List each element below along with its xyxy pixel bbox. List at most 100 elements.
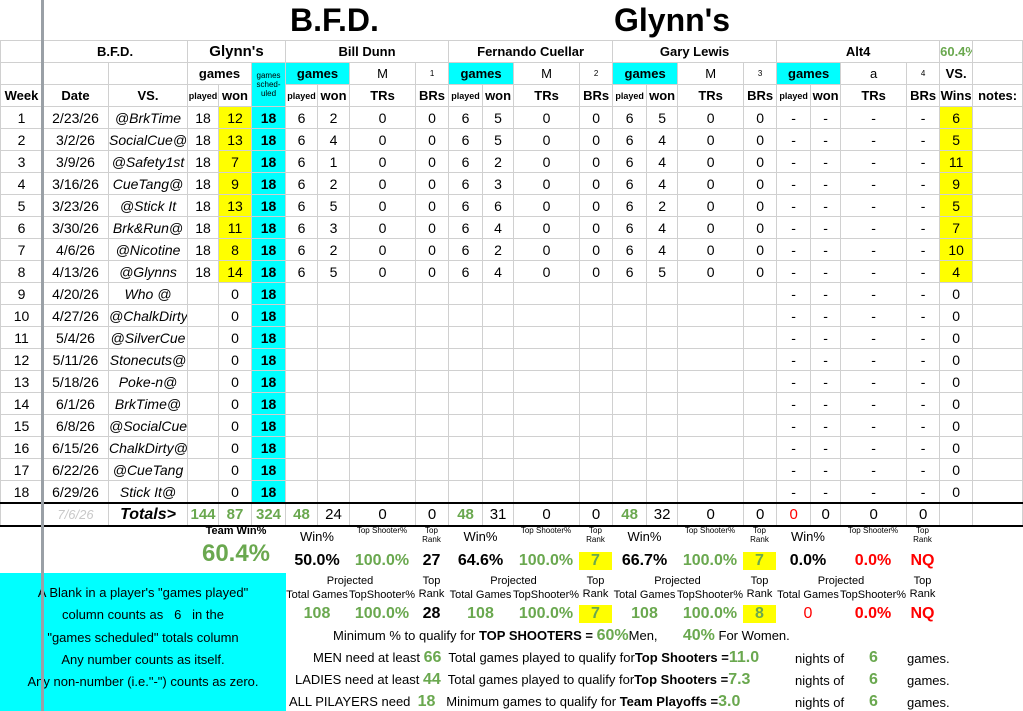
player-cell[interactable]: - (906, 414, 941, 437)
player-cell[interactable] (448, 392, 484, 415)
player-cell[interactable]: 0 (513, 194, 581, 217)
player-cell[interactable]: 6 (448, 172, 484, 195)
player-cell[interactable] (482, 480, 515, 504)
player-cell[interactable]: - (776, 370, 812, 393)
player-cell[interactable]: - (776, 150, 812, 173)
notes-cell[interactable] (972, 150, 1023, 173)
played-cell[interactable] (187, 348, 219, 371)
won-cell[interactable]: 14 (218, 260, 252, 283)
date-header[interactable]: Date (42, 84, 109, 107)
player-cell[interactable] (349, 282, 417, 305)
player-cell[interactable] (349, 326, 417, 349)
player-cell[interactable]: - (840, 304, 908, 327)
player-cell[interactable]: - (906, 150, 941, 173)
team-name-header[interactable]: B.F.D. (42, 40, 188, 63)
player-cell[interactable] (612, 370, 648, 393)
player-cell[interactable]: - (810, 260, 842, 283)
player-cell[interactable]: - (906, 348, 941, 371)
player-cell[interactable] (285, 348, 319, 371)
opponent-cell[interactable]: SocialCue@ (108, 128, 188, 151)
week-cell[interactable]: 1 (0, 106, 43, 129)
player-cell[interactable]: - (810, 348, 842, 371)
player-cell[interactable] (677, 348, 745, 371)
player-cell[interactable]: - (810, 458, 842, 481)
opponent-cell[interactable]: Stonecuts@ (108, 348, 188, 371)
player-cell[interactable] (612, 480, 648, 504)
player-cell[interactable] (317, 326, 351, 349)
player-cell[interactable] (743, 458, 778, 481)
played-cell[interactable]: 18 (187, 194, 219, 217)
sched-cell[interactable]: 18 (250, 414, 287, 437)
player-cell[interactable]: - (810, 106, 842, 129)
opponent-cell[interactable]: @Stick It (108, 194, 188, 217)
totals-label[interactable]: Totals> (108, 502, 188, 527)
player-cell[interactable] (513, 370, 581, 393)
player-cell[interactable] (317, 282, 351, 305)
opponent-cell[interactable]: ChalkDirty@ (108, 436, 188, 459)
player-cell[interactable]: 6 (612, 150, 648, 173)
player-cell[interactable] (513, 304, 581, 327)
player-cell[interactable] (743, 392, 778, 415)
player-cell[interactable]: 0 (415, 150, 450, 173)
notes-cell[interactable] (972, 326, 1023, 349)
player-cell[interactable] (579, 370, 614, 393)
played-cell[interactable] (187, 414, 219, 437)
player-cell[interactable] (482, 326, 515, 349)
player-cell[interactable] (285, 436, 319, 459)
player-cell[interactable] (743, 414, 778, 437)
player-cell[interactable] (677, 458, 745, 481)
player-cell[interactable]: 0 (579, 216, 614, 239)
player-cell[interactable]: 0 (677, 150, 745, 173)
p4-games-label[interactable]: games (776, 62, 842, 85)
player-cell[interactable] (349, 348, 417, 371)
won-cell[interactable]: 0 (218, 326, 252, 349)
notes-cell[interactable] (972, 436, 1023, 459)
opponent-cell[interactable]: @BrkTime (108, 106, 188, 129)
wins-cell[interactable]: 0 (939, 480, 974, 504)
player-cell[interactable] (415, 414, 450, 437)
week-cell[interactable]: 6 (0, 216, 43, 239)
player-cell[interactable]: 6 (285, 128, 319, 151)
player-cell[interactable]: - (776, 282, 812, 305)
player-cell[interactable]: - (810, 436, 842, 459)
played-cell[interactable] (187, 458, 219, 481)
vs-header[interactable]: VS. (108, 84, 188, 107)
date-cell[interactable]: 4/27/26 (42, 304, 109, 327)
player-cell[interactable]: 5 (317, 194, 351, 217)
player-cell[interactable]: - (906, 238, 941, 261)
date-cell[interactable]: 6/8/26 (42, 414, 109, 437)
sched-cell[interactable]: 18 (250, 282, 287, 305)
player-cell[interactable] (513, 480, 581, 504)
played-cell[interactable] (187, 282, 219, 305)
opponent-cell[interactable]: Poke-n@ (108, 370, 188, 393)
p1-games-label[interactable]: games (285, 62, 351, 85)
player-cell[interactable] (646, 458, 679, 481)
player-cell[interactable] (482, 282, 515, 305)
player-cell[interactable] (646, 436, 679, 459)
played-cell[interactable] (187, 304, 219, 327)
player-cell[interactable]: 0 (677, 194, 745, 217)
sched-cell[interactable]: 18 (250, 150, 287, 173)
player-cell[interactable]: - (776, 326, 812, 349)
player-cell[interactable]: - (810, 480, 842, 504)
won-cell[interactable]: 0 (218, 392, 252, 415)
won-cell[interactable]: 0 (218, 348, 252, 371)
player-cell[interactable] (317, 414, 351, 437)
player-cell[interactable]: 6 (612, 172, 648, 195)
player-cell[interactable]: - (840, 370, 908, 393)
player-cell[interactable]: - (810, 414, 842, 437)
opponent-cell[interactable]: Brk&Run@ (108, 216, 188, 239)
player-cell[interactable] (579, 414, 614, 437)
player-cell[interactable]: - (906, 106, 941, 129)
date-cell[interactable]: 5/11/26 (42, 348, 109, 371)
week-cell[interactable]: 16 (0, 436, 43, 459)
date-cell[interactable]: 6/1/26 (42, 392, 109, 415)
sched-label[interactable]: games sched-uled (250, 62, 287, 107)
player-cell[interactable] (513, 348, 581, 371)
player-cell[interactable]: 6 (612, 238, 648, 261)
wins-cell[interactable]: 0 (939, 304, 974, 327)
won-cell[interactable]: 12 (218, 106, 252, 129)
player-cell[interactable] (612, 304, 648, 327)
player-cell[interactable]: 0 (415, 216, 450, 239)
player-cell[interactable]: 0 (415, 238, 450, 261)
